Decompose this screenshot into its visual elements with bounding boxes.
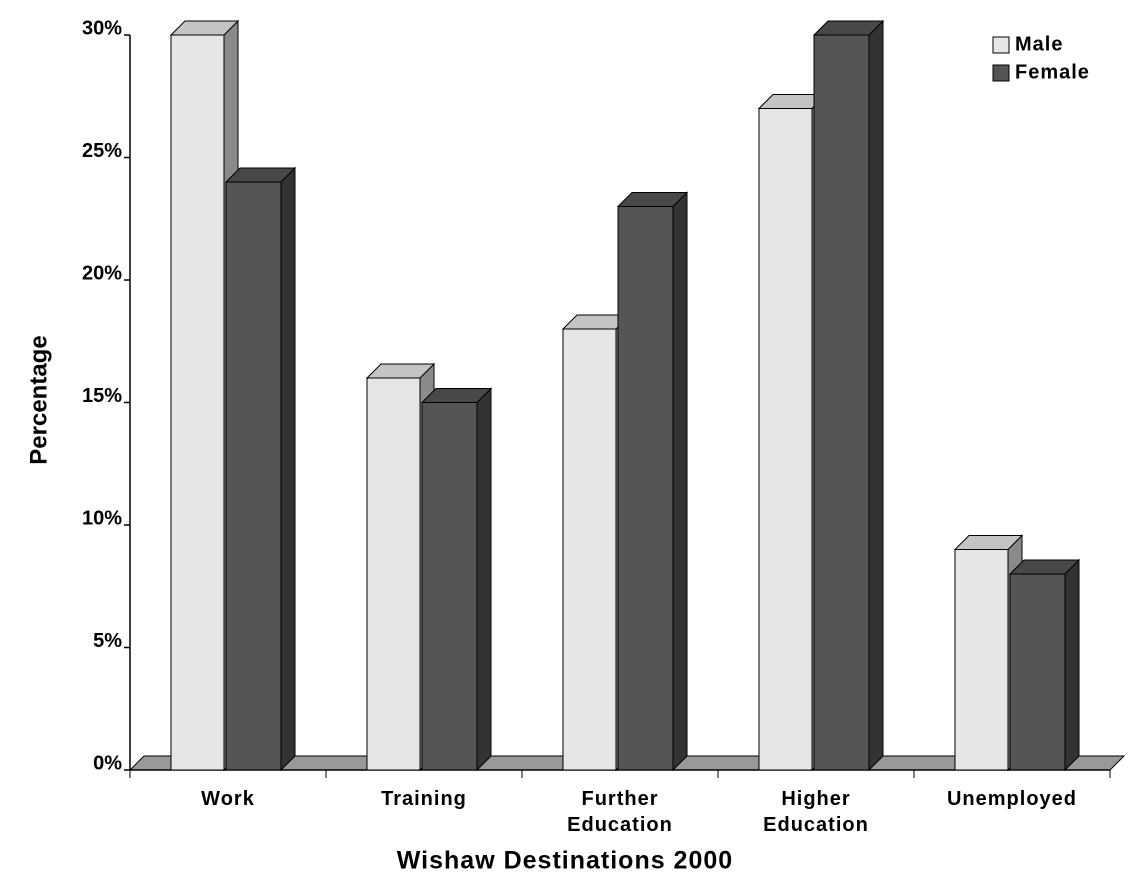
x-axis-title: Wishaw Destinations 2000 — [397, 847, 733, 875]
bar-side — [868, 19, 884, 772]
bar — [562, 328, 617, 771]
bar — [758, 108, 813, 771]
bar — [813, 34, 870, 771]
bar — [421, 402, 478, 771]
bar — [1009, 573, 1066, 771]
y-tick-label: 20% — [82, 262, 122, 284]
x-tick-label: Further Education — [567, 788, 673, 836]
bar — [170, 34, 225, 771]
bar-side — [672, 191, 688, 772]
bar-side — [1064, 558, 1080, 772]
bar-side — [476, 387, 492, 772]
legend-swatch — [992, 64, 1010, 82]
y-tick-label: 10% — [82, 507, 122, 529]
y-tick-label: 30% — [82, 17, 122, 39]
y-tick-label: 15% — [82, 385, 122, 407]
bar — [617, 206, 674, 771]
bar-side — [280, 166, 296, 772]
x-tick-label: Training — [381, 788, 467, 810]
x-tick-label: Work — [201, 788, 255, 810]
y-axis-title: Percentage — [25, 335, 52, 464]
legend-label: Female — [1015, 61, 1090, 83]
legend-label: Male — [1015, 33, 1063, 55]
bar — [225, 181, 282, 771]
bar — [366, 377, 421, 771]
bar — [954, 549, 1009, 771]
legend-swatch — [992, 36, 1010, 54]
y-tick-label: 5% — [93, 630, 122, 652]
x-tick-label: Unemployed — [946, 788, 1078, 810]
x-tick-label: Higher Education — [763, 788, 869, 836]
y-tick-label: 0% — [93, 752, 122, 774]
y-tick-label: 25% — [82, 140, 122, 162]
